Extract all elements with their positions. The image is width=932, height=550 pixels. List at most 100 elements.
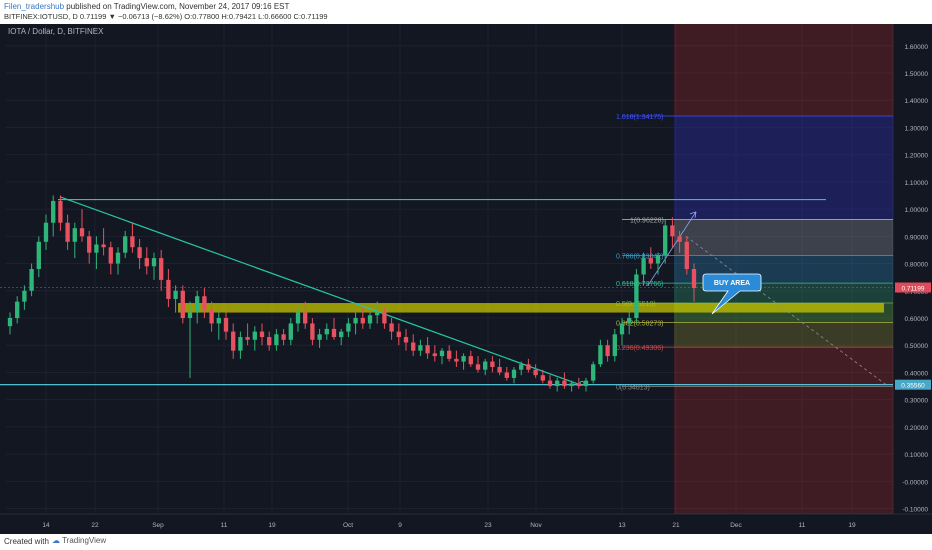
fib-level-label: 0.382(0.58273) bbox=[616, 321, 663, 328]
footer: Created with ☁ TradingView bbox=[0, 534, 932, 550]
chart-area[interactable]: 1.618(1.34175) 1(0.96228) 0.786(0.83042) 0.… bbox=[0, 24, 932, 534]
candle-body bbox=[591, 364, 596, 381]
projection-arrow bbox=[647, 211, 697, 286]
candle-body bbox=[180, 290, 185, 318]
candle-body bbox=[677, 236, 682, 242]
y-tick-label: 1.30000 bbox=[905, 125, 929, 132]
grid-lines bbox=[0, 24, 932, 515]
candle-body bbox=[382, 312, 387, 324]
candle-body bbox=[655, 255, 661, 264]
x-tick-label: Sep bbox=[152, 522, 164, 529]
candle-body bbox=[43, 222, 49, 242]
y-tick-label: 1.00000 bbox=[905, 207, 929, 214]
candle-body bbox=[439, 350, 445, 357]
candles bbox=[7, 195, 697, 392]
candle-body bbox=[115, 252, 121, 264]
y-tick-label: 0.80000 bbox=[905, 262, 929, 269]
candle-body bbox=[238, 337, 243, 351]
fibonacci-extension: 1.618(1.34175) 1(0.96228) 0.786(0.83042) 0.… bbox=[616, 24, 893, 514]
created-with-text: Created with bbox=[4, 537, 49, 546]
author-link[interactable]: Filen_tradershub bbox=[4, 2, 65, 11]
candle-body bbox=[583, 380, 589, 387]
buy-area-label: BUY AREA bbox=[714, 280, 750, 287]
x-tick-label: 22 bbox=[91, 522, 99, 529]
candle-body bbox=[281, 334, 286, 340]
candle-body bbox=[144, 258, 149, 267]
x-tick-label: 23 bbox=[484, 522, 492, 529]
x-tick-label: 19 bbox=[268, 522, 276, 529]
candle-body bbox=[540, 375, 545, 381]
cloud-icon: ☁ bbox=[52, 536, 60, 545]
candle-body bbox=[79, 228, 85, 237]
x-tick-label: Oct bbox=[343, 522, 353, 529]
candle-body bbox=[22, 290, 27, 302]
x-tick-label: Nov bbox=[530, 522, 542, 529]
publish-header: Filen_tradershub published on TradingVie… bbox=[0, 0, 932, 24]
y-tick-label: -0.10000 bbox=[902, 507, 928, 514]
candle-body bbox=[245, 337, 250, 340]
candle-body bbox=[418, 345, 423, 351]
support-price-tag: 0.35560 bbox=[901, 383, 925, 390]
x-tick-label: 13 bbox=[618, 522, 626, 529]
y-tick-label: 1.10000 bbox=[905, 180, 929, 187]
fib-level-label: 0.786(0.83042) bbox=[616, 253, 663, 260]
candle-body bbox=[691, 269, 697, 289]
candle-body bbox=[375, 312, 380, 316]
candle-body bbox=[360, 318, 365, 324]
candle-body bbox=[519, 364, 524, 370]
candle-body bbox=[511, 369, 517, 378]
candle-body bbox=[209, 309, 214, 324]
candle-body bbox=[526, 364, 531, 370]
x-tick-label: 21 bbox=[672, 522, 680, 529]
candle-body bbox=[130, 236, 135, 248]
candle-body bbox=[547, 380, 553, 387]
fib-level-label: 1.618(1.34175) bbox=[616, 114, 663, 121]
candle-body bbox=[555, 380, 560, 387]
candle-body bbox=[331, 328, 337, 338]
y-tick-label: 0.40000 bbox=[905, 370, 929, 377]
y-tick-label: 0.90000 bbox=[905, 234, 929, 241]
candle-body bbox=[533, 369, 538, 376]
price-chart[interactable]: 1.618(1.34175) 1(0.96228) 0.786(0.83042) 0.… bbox=[0, 24, 932, 534]
candle-body bbox=[137, 247, 142, 259]
candle-body bbox=[72, 228, 77, 242]
candle-body bbox=[483, 361, 488, 370]
candle-body bbox=[108, 247, 113, 264]
candle-body bbox=[475, 364, 481, 370]
candle-body bbox=[166, 279, 171, 299]
candle-body bbox=[58, 200, 63, 223]
candle-body bbox=[101, 244, 106, 248]
chart-title: IOTA / Dollar, D, BITFINEX bbox=[8, 27, 104, 36]
candle-body bbox=[65, 222, 70, 242]
candle-body bbox=[411, 342, 416, 351]
candle-body bbox=[151, 258, 157, 267]
x-tick-label: Dec bbox=[730, 522, 742, 529]
candle-body bbox=[216, 318, 221, 324]
y-tick-label: 0.60000 bbox=[905, 316, 929, 323]
x-tick-label: 14 bbox=[42, 522, 50, 529]
candle-body bbox=[634, 274, 639, 318]
candle-body bbox=[670, 225, 675, 237]
tradingview-logo[interactable]: ☁ TradingView bbox=[52, 536, 106, 545]
x-tick-label: 11 bbox=[221, 522, 228, 529]
candle-body bbox=[403, 337, 409, 343]
candle-body bbox=[490, 361, 495, 367]
candle-body bbox=[504, 372, 509, 378]
fib-zone-khaki bbox=[674, 322, 893, 348]
y-tick-label: -0.00000 bbox=[902, 479, 928, 486]
last-price-tag: 0.71199 bbox=[901, 286, 924, 293]
candle-body bbox=[51, 200, 56, 223]
x-tick-label: 9 bbox=[398, 522, 402, 529]
x-tick-label: 11 bbox=[799, 522, 806, 529]
fib-zone-blue bbox=[674, 116, 893, 220]
candle-body bbox=[468, 356, 473, 365]
candle-body bbox=[310, 323, 315, 340]
candle-body bbox=[641, 258, 646, 275]
y-tick-label: 1.40000 bbox=[905, 98, 929, 105]
candle-body bbox=[187, 312, 193, 318]
candle-body bbox=[619, 323, 625, 335]
candle-body bbox=[454, 358, 459, 362]
projection-arrow-head bbox=[689, 211, 697, 218]
fib-level-label: 0.618(0.72766) bbox=[616, 281, 663, 288]
candle-body bbox=[223, 318, 229, 332]
